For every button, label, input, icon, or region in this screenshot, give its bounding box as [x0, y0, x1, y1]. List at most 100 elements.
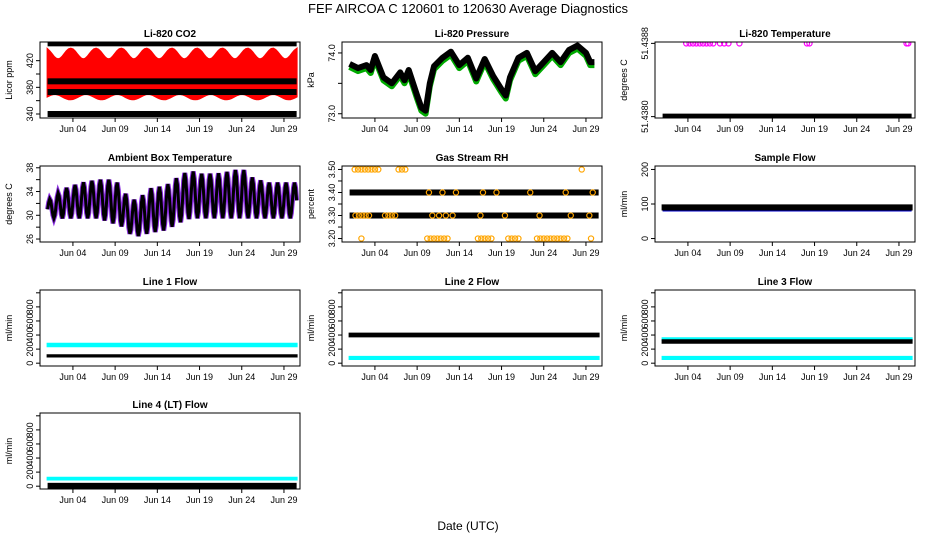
x-tick-label: Jun 14: [759, 248, 786, 258]
panel-title: Ambient Box Temperature: [108, 153, 233, 164]
x-tick-label: Jun 24: [843, 248, 870, 258]
figure-x-axis-label: Date (UTC): [437, 519, 498, 533]
plot-frame: [39, 41, 301, 119]
y-tick-label: 400: [25, 328, 35, 343]
plot-area: [661, 337, 913, 360]
plot-frame: [341, 289, 603, 367]
x-tick-label: Jun 24: [843, 124, 870, 134]
y-tick-label: 30: [25, 210, 35, 220]
plot-frame: [39, 412, 301, 490]
x-tick-label: Jun 09: [102, 372, 129, 382]
data-point: [484, 235, 492, 242]
x-tick-label: Jun 29: [572, 248, 599, 258]
data-point: [527, 189, 534, 196]
data-band: [47, 89, 297, 95]
x-axis: Jun 04 Jun 09 Jun 14 Jun 19 Jun 24 Jun 29: [361, 366, 599, 382]
panel-title: Li-820 Pressure: [435, 29, 510, 40]
plot-area: [348, 332, 600, 360]
plot-area: [348, 42, 595, 117]
data-point: [803, 42, 811, 47]
x-tick-label: Jun 14: [144, 248, 171, 258]
data-point: [361, 166, 368, 173]
x-tick-label: Jun 14: [446, 248, 473, 258]
plot-area: [45, 169, 300, 237]
x-tick-label: Jun 29: [270, 248, 297, 258]
series-line2-cyan: [348, 355, 600, 360]
data-band: [47, 111, 297, 117]
x-tick-label: Jun 24: [843, 372, 870, 382]
data-point: [355, 212, 363, 219]
x-tick-label: Jun 24: [530, 372, 557, 382]
y-tick-label: 3.40: [327, 184, 337, 202]
y-tick-label: 800: [640, 299, 650, 314]
data-point: [354, 166, 362, 173]
y-tick-label: 3.20: [327, 230, 337, 248]
x-tick-label: Jun 19: [186, 248, 213, 258]
data-point: [716, 42, 724, 47]
data-band: [46, 354, 298, 358]
y-tick-label: 0: [25, 484, 35, 489]
data-point: [371, 166, 379, 173]
data-band: [47, 42, 297, 47]
data-point: [488, 235, 495, 242]
data-point: [362, 212, 369, 219]
panel-co2: Li-820 CO2 Licor ppm 340 380 420 Jun 04 Jun 09…: [4, 29, 301, 134]
data-band: [662, 113, 912, 118]
data-point: [501, 212, 509, 219]
x-tick-label: Jun 04: [59, 495, 86, 505]
series-temperature: [662, 113, 912, 118]
series-line3-black: [661, 339, 913, 344]
plot-area: [661, 204, 913, 212]
x-tick-label: Jun 14: [446, 124, 473, 134]
plot-frame: [654, 41, 916, 119]
x-tick-label: Jun 04: [674, 124, 701, 134]
data-point: [721, 42, 728, 47]
data-band: [661, 204, 913, 211]
y-tick-label: 200: [327, 342, 337, 357]
y-tick-label: 26: [25, 234, 35, 244]
plot-area: [46, 476, 298, 489]
data-point: [686, 42, 693, 47]
series-rh-mid-upper: [425, 189, 596, 196]
y-tick-label: 400: [640, 328, 650, 343]
series-pressure: [348, 42, 595, 117]
data-point: [683, 42, 690, 47]
x-tick-label: Jun 29: [270, 124, 297, 134]
x-tick-label: Jun 09: [717, 372, 744, 382]
x-tick-label: Jun 14: [759, 372, 786, 382]
data-band: [348, 332, 600, 338]
x-tick-label: Jun 19: [801, 372, 828, 382]
data-band: [349, 212, 599, 219]
y-axis-label: degrees C: [4, 183, 14, 225]
y-tick-label: 74.0: [327, 44, 337, 62]
x-axis: Jun 04 Jun 09 Jun 14 Jun 19 Jun 24 Jun 29: [674, 118, 912, 134]
x-tick-label: Jun 14: [759, 124, 786, 134]
y-tick-label: 800: [25, 422, 35, 437]
x-tick-label: Jun 24: [228, 372, 255, 382]
data-band: [661, 339, 913, 344]
x-tick-label: Jun 24: [530, 124, 557, 134]
plot-frame: [654, 165, 916, 243]
y-tick-label: 51.4388: [640, 27, 650, 60]
data-point: [536, 212, 543, 219]
y-axis-label: ml/min: [4, 438, 14, 465]
x-tick-label: Jun 04: [59, 124, 86, 134]
data-point: [478, 235, 485, 242]
data-point: [452, 189, 460, 196]
x-tick-label: Jun 19: [488, 248, 515, 258]
x-tick-label: Jun 09: [404, 372, 431, 382]
data-point: [358, 166, 365, 173]
plot-area: [349, 166, 599, 242]
data-point: [806, 42, 813, 47]
y-tick-label: 420: [25, 53, 35, 68]
x-tick-label: Jun 04: [674, 248, 701, 258]
x-tick-label: Jun 09: [102, 248, 129, 258]
y-axis-label: Licor ppm: [4, 60, 14, 100]
data-point: [444, 235, 451, 242]
y-tick-label: 0: [640, 361, 650, 366]
data-point: [440, 235, 448, 242]
